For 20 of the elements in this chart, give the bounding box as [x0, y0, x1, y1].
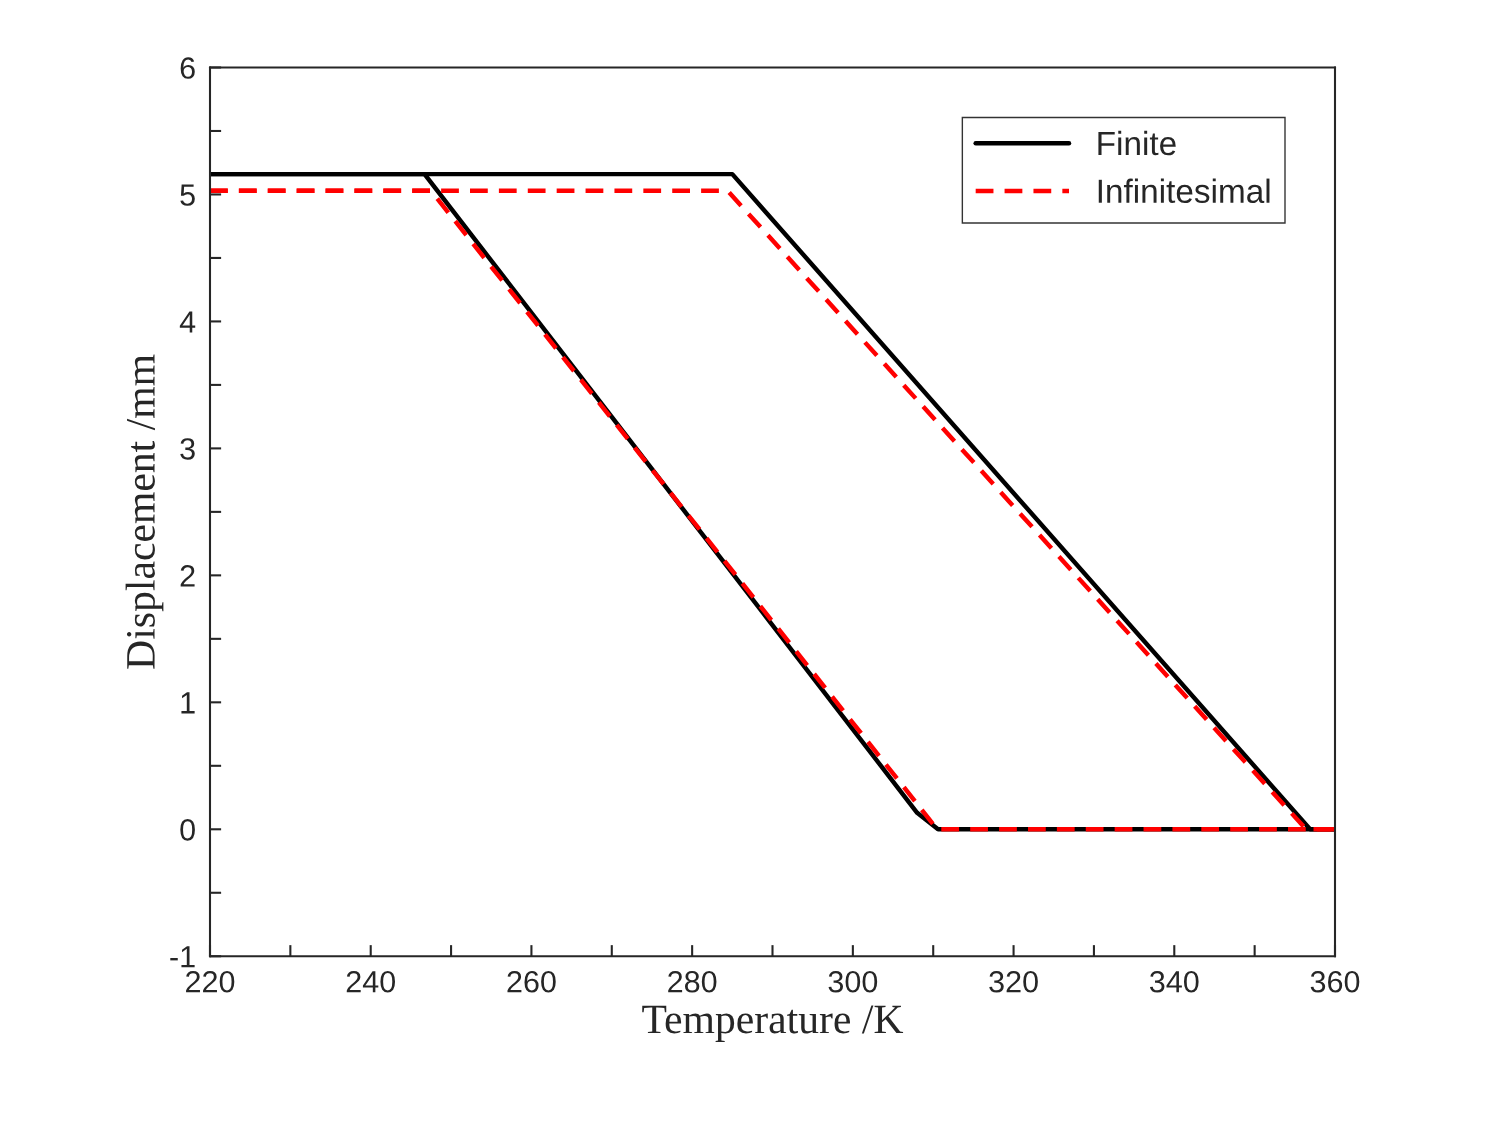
y-tick-label: 0: [180, 819, 195, 841]
y-tick-label: -1: [170, 946, 195, 968]
x-tick-label: 280: [668, 970, 717, 993]
x-tick-label: 220: [186, 970, 235, 993]
x-tick-label: 300: [828, 970, 878, 993]
x-tick-label: 340: [1149, 970, 1199, 993]
y-tick-label: 3: [180, 438, 195, 460]
x-tick-label: 360: [1310, 970, 1360, 993]
y-tick-label: 4: [179, 311, 196, 333]
x-tick-label: 240: [346, 970, 396, 993]
x-axis-title: Temperature /K: [642, 1005, 904, 1042]
y-tick-label: 2: [180, 565, 195, 587]
legend-label: Infinitesimal: [1098, 178, 1270, 204]
y-tick-label: 6: [180, 57, 195, 79]
x-tick-label: 260: [507, 970, 556, 993]
legend-label: Finite: [1098, 130, 1176, 156]
y-tick-label: 1: [181, 692, 195, 714]
x-tick-label: 320: [989, 970, 1038, 993]
y-tick-label: 5: [180, 184, 195, 206]
y-axis-title: Displacement /mm: [125, 354, 164, 669]
